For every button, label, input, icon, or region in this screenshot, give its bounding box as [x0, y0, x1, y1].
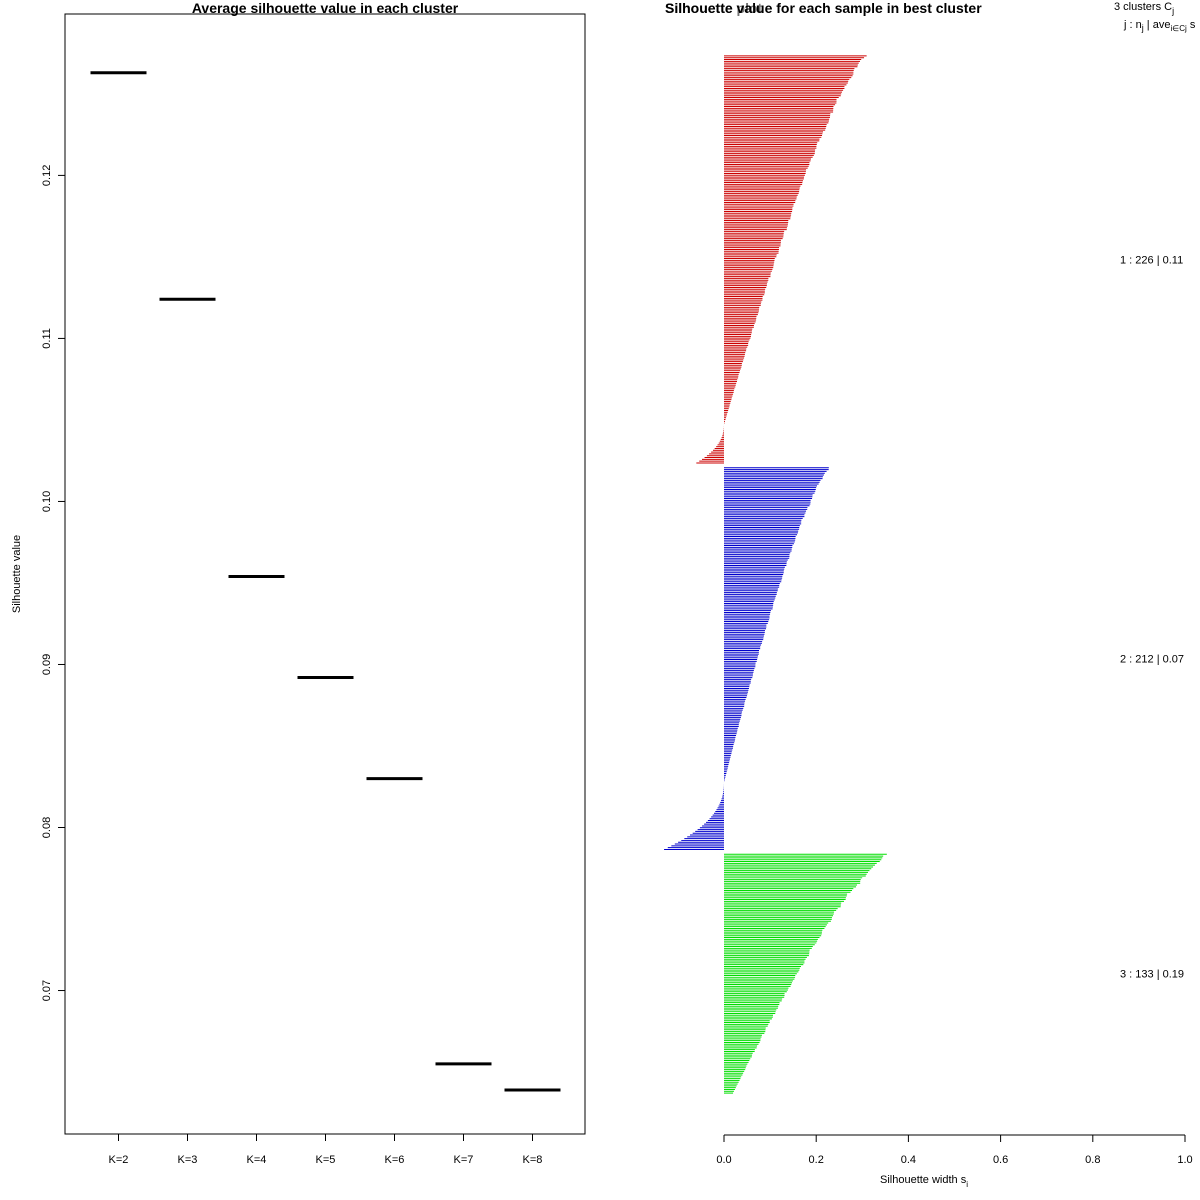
- left-x-tick-label: K=8: [523, 1154, 543, 1166]
- legend-header: 3 clusters Cj j : nj | avei∈Cj s: [1114, 1, 1196, 33]
- left-panel: Average silhouette value in each cluster…: [11, 0, 586, 1166]
- left-y-tick-label: 0.08: [41, 817, 53, 838]
- left-plot-frame: [64, 13, 586, 1135]
- left-x-tick-label: K=6: [385, 1154, 405, 1166]
- left-x-tick-label: K=2: [109, 1154, 129, 1166]
- left-y-axis: 0.07 0.08 0.09 0.10 0.11 0.12: [41, 165, 65, 1001]
- right-x-axis-label: Silhouette width si: [880, 1174, 968, 1189]
- left-y-tick-label: 0.11: [41, 328, 53, 349]
- right-panel: Silhouette plot Silhouette value for eac…: [664, 0, 1196, 1189]
- legend-header-line2: j : nj | avei∈Cj s: [1123, 19, 1196, 33]
- right-x-tick-label: 0.4: [901, 1154, 916, 1166]
- left-x-tick-label: K=7: [454, 1154, 474, 1166]
- right-x-tick-label: 0.2: [809, 1154, 824, 1166]
- cluster-3-label: 3 : 133 | 0.19: [1120, 969, 1184, 981]
- right-chart-title: Silhouette value for each sample in best…: [665, 0, 982, 16]
- left-y-tick-label: 0.12: [41, 165, 53, 186]
- cluster-2-label: 2 : 212 | 0.07: [1120, 654, 1184, 666]
- left-y-axis-label: Silhouette value: [11, 535, 23, 613]
- left-y-tick-label: 0.10: [41, 491, 53, 512]
- left-x-tick-label: K=3: [178, 1154, 198, 1166]
- left-x-tick-label: K=5: [316, 1154, 336, 1166]
- left-y-tick-label: 0.09: [41, 654, 53, 675]
- cluster-labels: 1 : 226 | 0.11 2 : 212 | 0.07 3 : 133 | 0.…: [1120, 254, 1184, 980]
- left-marks: [90, 71, 561, 1092]
- right-x-tick-label: 1.0: [1177, 1154, 1192, 1166]
- silhouette-bars: [664, 55, 887, 1094]
- right-x-tick-label: 0.8: [1085, 1154, 1100, 1166]
- right-x-axis: 0.0 0.2 0.4 0.6 0.8 1.0: [716, 1134, 1193, 1166]
- cluster-1-label: 1 : 226 | 0.11: [1120, 254, 1183, 266]
- right-x-tick-label: 0.6: [993, 1154, 1008, 1166]
- left-x-axis: K=2 K=3 K=4 K=5 K=6 K=7 K=8: [109, 1134, 543, 1166]
- legend-header-line1: 3 clusters Cj: [1114, 1, 1174, 16]
- left-y-tick-label: 0.07: [41, 980, 53, 1001]
- right-x-tick-label: 0.0: [716, 1154, 731, 1166]
- right-overlay-title: Silhouette plot: [665, 0, 763, 16]
- left-x-tick-label: K=4: [247, 1154, 267, 1166]
- left-chart-title: Average silhouette value in each cluster: [192, 0, 459, 16]
